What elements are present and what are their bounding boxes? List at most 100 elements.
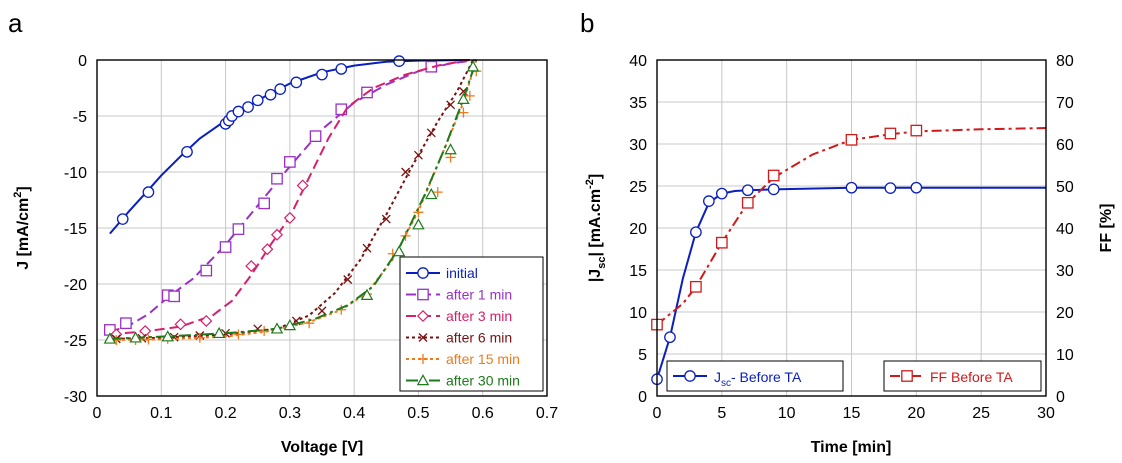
data-point-a (457, 92, 470, 104)
legend-marker-a (418, 333, 428, 342)
y-tick-label-a: -20 (64, 277, 87, 294)
x-tick-label-b: 30 (1037, 405, 1055, 422)
y-tick-label-left-b: 40 (629, 53, 647, 70)
plot-frame-b (656, 59, 1047, 397)
data-point-b (703, 195, 715, 207)
data-point-a (401, 167, 411, 177)
series-line-a (109, 59, 478, 340)
legend-marker-jsc (684, 370, 696, 382)
data-point-a (251, 94, 264, 107)
y-tick-label-left-b: 20 (629, 221, 647, 238)
data-point-a (194, 332, 205, 343)
data-point-a (212, 326, 226, 339)
y-tick-label-left-b: 0 (638, 389, 647, 406)
data-point-a (284, 156, 296, 168)
legend-box-a (399, 256, 544, 392)
data-point-a (381, 214, 391, 224)
x-tick-label-b: 25 (972, 405, 990, 422)
legend-label-ff: FF Before TA (930, 369, 1013, 385)
data-point-a (446, 100, 456, 110)
panel-label-a: a (8, 8, 23, 38)
data-point-a (270, 228, 284, 241)
legend-label-jsc: Jsc- Before TA (714, 369, 802, 389)
series-a-1 (104, 59, 477, 336)
data-point-b (741, 196, 754, 209)
x-tick-label-a: 0.5 (407, 405, 429, 422)
data-point-a (458, 107, 469, 118)
data-point-a (143, 334, 154, 345)
y-tick-label-right-b: 10 (1056, 347, 1074, 364)
data-point-b (690, 280, 702, 293)
data-point-a (412, 218, 425, 230)
data-point-b (715, 236, 728, 249)
data-point-b (715, 187, 728, 200)
x-tick-label-b: 20 (907, 405, 925, 422)
ticks-a: 0 0.1 0.2 0.3 0.4 0.5 0.6 0.7 0 -5 -10 -15 -20 -25 -30 (64, 53, 558, 422)
y-tick-label-right-b: 70 (1056, 95, 1074, 112)
ticks-b: 0 5 10 15 20 25 300510152025303540010203040506… (629, 53, 1074, 422)
y-tick-label-left-b: 25 (629, 179, 647, 196)
y-axis-label-a: J [mA/cm2] (12, 186, 32, 269)
data-point-b (690, 226, 702, 239)
legend-label-a: after 15 min (446, 351, 520, 367)
y-tick-label-a: 0 (78, 53, 87, 70)
legend-label-a: after 1 min (446, 287, 512, 303)
data-point-a (232, 105, 245, 118)
data-point-a (296, 179, 309, 192)
x-tick-label-b: 10 (778, 405, 796, 422)
data-point-a (120, 317, 132, 330)
y-tick-label-right-b: 60 (1056, 137, 1074, 154)
data-point-a (181, 145, 193, 158)
series-a-0 (109, 55, 470, 235)
series-line-b (656, 186, 1046, 380)
data-point-a (259, 326, 270, 337)
data-point-b (910, 124, 923, 137)
data-point-a (242, 101, 254, 113)
data-point-b (884, 182, 897, 194)
x-axis-label-a: Voltage [V] (281, 439, 363, 456)
x-tick-label-a: 0.4 (343, 405, 365, 422)
x-tick-label-b: 15 (843, 405, 861, 422)
y-axis-label-left-b: |Jsc| [mA.cm-2] (584, 174, 608, 282)
series-group-a (103, 55, 482, 345)
data-point-a (283, 211, 296, 224)
data-point-a (200, 264, 213, 277)
data-point-b (741, 184, 754, 197)
y-tick-label-a: -10 (64, 165, 87, 182)
data-point-b (664, 331, 676, 344)
series-line-a (109, 59, 477, 334)
data-point-a (283, 319, 297, 331)
panel-label-b: b (580, 8, 594, 38)
x-tick-label-a: 0 (93, 405, 102, 422)
y-tick-label-right-b: 50 (1056, 179, 1074, 196)
legend-marker-a (418, 354, 428, 364)
data-point-a (464, 90, 475, 101)
y-tick-label-a: -25 (64, 333, 87, 350)
data-point-a (261, 243, 274, 256)
series-group-b (651, 124, 1047, 386)
y-tick-label-right-b: 80 (1056, 53, 1074, 70)
y-tick-label-a: -5 (73, 109, 87, 126)
chart-b: b 0 5 10 15 20 25 3005101520253035400102030405… (580, 8, 1115, 456)
y-tick-label-a: -30 (64, 389, 87, 406)
legend-marker-a (416, 309, 430, 323)
data-point-a (274, 83, 287, 95)
data-point-a (432, 187, 443, 198)
plot-frame-a (96, 59, 548, 397)
data-point-a (200, 314, 213, 328)
data-point-a (466, 60, 480, 72)
y-axis-label-right-b: FF [%] (1098, 204, 1115, 253)
data-point-a (129, 331, 142, 343)
data-point-a (245, 260, 258, 273)
y-tick-label-left-b: 30 (629, 137, 647, 154)
legend-label-a: after 6 min (446, 330, 512, 346)
grid-b (657, 60, 1046, 396)
legend-label-a: initial (446, 265, 478, 281)
data-point-b (910, 181, 923, 194)
x-tick-label-a: 0.1 (150, 405, 172, 422)
data-point-a (270, 322, 284, 334)
data-point-a (392, 245, 406, 257)
y-tick-label-left-b: 35 (629, 95, 647, 112)
data-point-a (233, 329, 244, 340)
data-point-a (219, 241, 232, 253)
